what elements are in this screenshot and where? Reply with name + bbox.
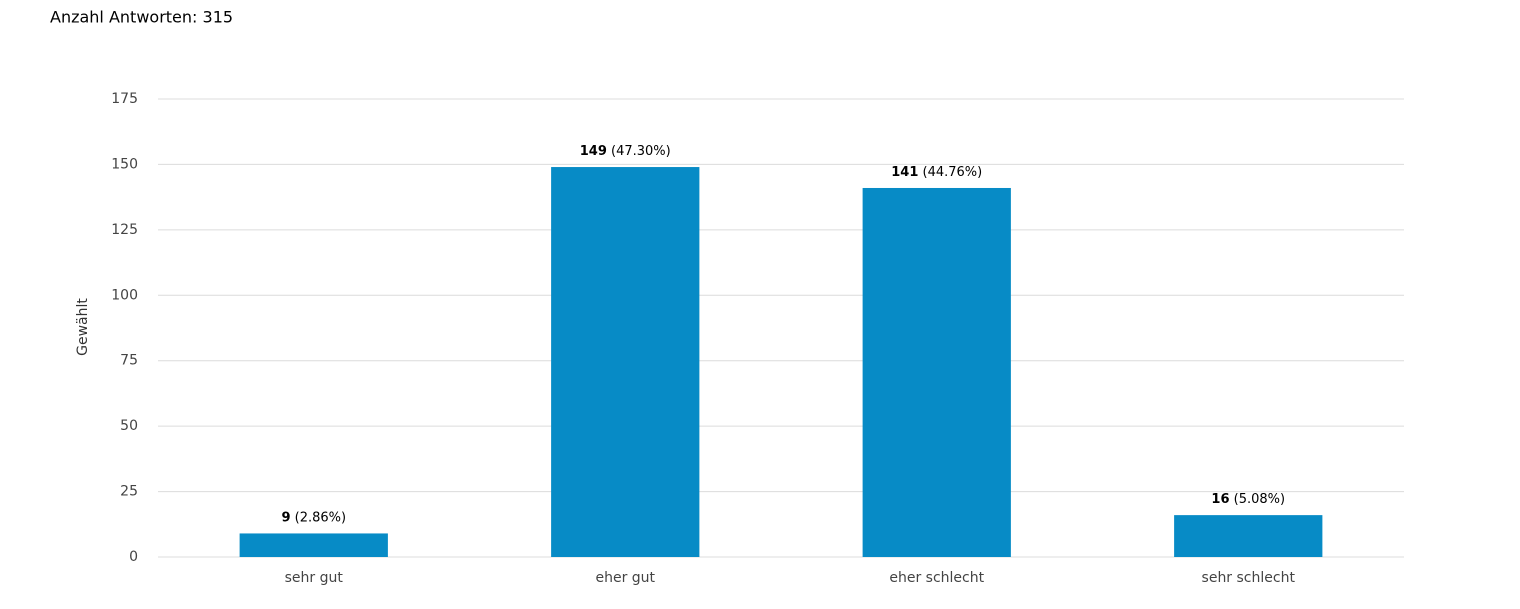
x-tick-label: eher schlecht xyxy=(889,570,984,586)
data-label-share: (5.08%) xyxy=(1230,492,1286,507)
y-axis-label: Gewählt xyxy=(75,298,91,356)
x-tick-label: sehr schlecht xyxy=(1202,570,1296,586)
x-tick-label: sehr gut xyxy=(285,570,344,586)
data-label: 16 (5.08%) xyxy=(1211,492,1285,507)
x-tick-label: eher gut xyxy=(595,570,655,586)
chart-title: Anzahl Antworten: 315 xyxy=(50,8,233,27)
y-tick-label: 50 xyxy=(120,418,138,434)
data-label: 141 (44.76%) xyxy=(891,164,982,179)
data-label-share: (2.86%) xyxy=(290,510,346,525)
data-label-value: 149 xyxy=(580,144,607,159)
data-label-share: (47.30%) xyxy=(607,144,671,159)
bar xyxy=(862,187,1011,558)
y-tick-label: 0 xyxy=(129,549,138,565)
y-tick-label: 150 xyxy=(111,156,138,172)
bar xyxy=(551,167,700,557)
bar xyxy=(1174,515,1323,557)
y-tick-label: 25 xyxy=(120,484,138,500)
y-tick-label: 75 xyxy=(120,353,138,369)
bar xyxy=(239,533,388,557)
data-label: 149 (47.30%) xyxy=(580,144,671,159)
y-tick-label: 175 xyxy=(111,91,138,107)
data-label-value: 9 xyxy=(281,510,290,525)
y-tick-label: 100 xyxy=(111,287,138,303)
y-tick-label: 125 xyxy=(111,222,138,238)
data-label: 9 (2.86%) xyxy=(281,510,346,525)
data-label-share: (44.76%) xyxy=(918,164,982,179)
data-label-value: 16 xyxy=(1211,492,1229,507)
data-label-value: 141 xyxy=(891,164,918,179)
